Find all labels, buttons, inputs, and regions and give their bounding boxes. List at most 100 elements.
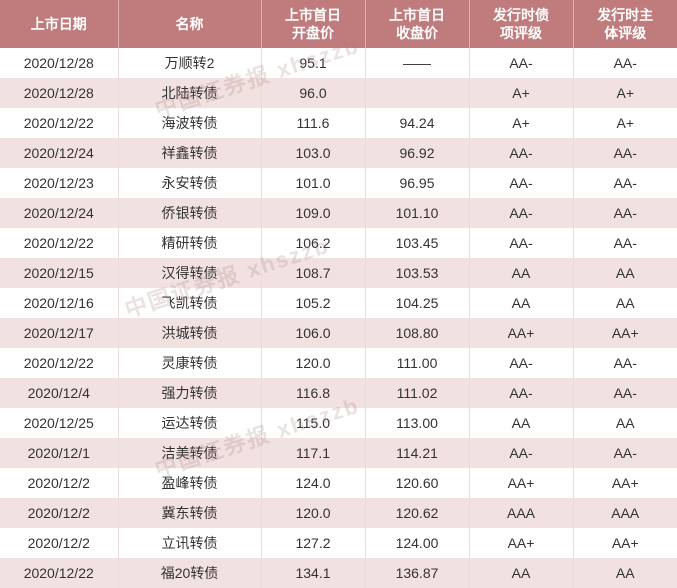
cell-r11-c3: 111.02 bbox=[365, 378, 469, 408]
cell-r10-c5: AA- bbox=[573, 348, 677, 378]
cell-r3-c0: 2020/12/24 bbox=[0, 138, 118, 168]
cell-r2-c1: 海波转债 bbox=[118, 108, 261, 138]
table-row: 2020/12/22福20转债134.1136.87AAAA bbox=[0, 558, 677, 588]
cell-r5-c0: 2020/12/24 bbox=[0, 198, 118, 228]
table-row: 2020/12/22精研转债106.2103.45AA-AA- bbox=[0, 228, 677, 258]
cell-r10-c2: 120.0 bbox=[261, 348, 365, 378]
bond-listing-table: 上市日期名称上市首日开盘价上市首日收盘价发行时债项评级发行时主体评级 2020/… bbox=[0, 0, 677, 588]
cell-r11-c4: AA- bbox=[469, 378, 573, 408]
cell-r2-c0: 2020/12/22 bbox=[0, 108, 118, 138]
table-body: 2020/12/28万顺转295.1——AA-AA-2020/12/28北陆转债… bbox=[0, 48, 677, 588]
cell-r6-c1: 精研转债 bbox=[118, 228, 261, 258]
cell-r14-c5: AA+ bbox=[573, 468, 677, 498]
table-row: 2020/12/1洁美转债117.1114.21AA-AA- bbox=[0, 438, 677, 468]
cell-r17-c1: 福20转债 bbox=[118, 558, 261, 588]
cell-r15-c3: 120.62 bbox=[365, 498, 469, 528]
cell-r15-c2: 120.0 bbox=[261, 498, 365, 528]
cell-r7-c4: AA bbox=[469, 258, 573, 288]
cell-r9-c5: AA+ bbox=[573, 318, 677, 348]
cell-r16-c5: AA+ bbox=[573, 528, 677, 558]
cell-r6-c0: 2020/12/22 bbox=[0, 228, 118, 258]
cell-r7-c0: 2020/12/15 bbox=[0, 258, 118, 288]
cell-r4-c5: AA- bbox=[573, 168, 677, 198]
cell-r14-c1: 盈峰转债 bbox=[118, 468, 261, 498]
cell-r1-c1: 北陆转债 bbox=[118, 78, 261, 108]
cell-r8-c3: 104.25 bbox=[365, 288, 469, 318]
cell-r6-c5: AA- bbox=[573, 228, 677, 258]
cell-r3-c3: 96.92 bbox=[365, 138, 469, 168]
cell-r17-c2: 134.1 bbox=[261, 558, 365, 588]
cell-r0-c1: 万顺转2 bbox=[118, 48, 261, 78]
col-header-0: 上市日期 bbox=[0, 0, 118, 48]
table-header-row: 上市日期名称上市首日开盘价上市首日收盘价发行时债项评级发行时主体评级 bbox=[0, 0, 677, 48]
cell-r13-c0: 2020/12/1 bbox=[0, 438, 118, 468]
table-row: 2020/12/22海波转债111.694.24A+A+ bbox=[0, 108, 677, 138]
cell-r9-c1: 洪城转债 bbox=[118, 318, 261, 348]
table-row: 2020/12/17洪城转债106.0108.80AA+AA+ bbox=[0, 318, 677, 348]
cell-r6-c2: 106.2 bbox=[261, 228, 365, 258]
cell-r2-c2: 111.6 bbox=[261, 108, 365, 138]
cell-r11-c2: 116.8 bbox=[261, 378, 365, 408]
cell-r1-c0: 2020/12/28 bbox=[0, 78, 118, 108]
cell-r2-c3: 94.24 bbox=[365, 108, 469, 138]
cell-r3-c5: AA- bbox=[573, 138, 677, 168]
cell-r4-c0: 2020/12/23 bbox=[0, 168, 118, 198]
cell-r1-c3 bbox=[365, 78, 469, 108]
cell-r4-c2: 101.0 bbox=[261, 168, 365, 198]
cell-r10-c1: 灵康转债 bbox=[118, 348, 261, 378]
cell-r12-c2: 115.0 bbox=[261, 408, 365, 438]
cell-r9-c3: 108.80 bbox=[365, 318, 469, 348]
table-row: 2020/12/4强力转债116.8111.02AA-AA- bbox=[0, 378, 677, 408]
table-row: 2020/12/24侨银转债109.0101.10AA-AA- bbox=[0, 198, 677, 228]
cell-r15-c1: 冀东转债 bbox=[118, 498, 261, 528]
cell-r10-c0: 2020/12/22 bbox=[0, 348, 118, 378]
cell-r16-c4: AA+ bbox=[469, 528, 573, 558]
col-header-5: 发行时主体评级 bbox=[573, 0, 677, 48]
cell-r5-c5: AA- bbox=[573, 198, 677, 228]
cell-r17-c4: AA bbox=[469, 558, 573, 588]
cell-r7-c1: 汉得转债 bbox=[118, 258, 261, 288]
table-row: 2020/12/15汉得转债108.7103.53AAAA bbox=[0, 258, 677, 288]
cell-r0-c4: AA- bbox=[469, 48, 573, 78]
cell-r13-c4: AA- bbox=[469, 438, 573, 468]
cell-r15-c5: AAA bbox=[573, 498, 677, 528]
cell-r7-c2: 108.7 bbox=[261, 258, 365, 288]
table-row: 2020/12/2立讯转债127.2124.00AA+AA+ bbox=[0, 528, 677, 558]
cell-r12-c1: 运达转债 bbox=[118, 408, 261, 438]
cell-r13-c5: AA- bbox=[573, 438, 677, 468]
table-row: 2020/12/24祥鑫转债103.096.92AA-AA- bbox=[0, 138, 677, 168]
table-row: 2020/12/25运达转债115.0113.00AAAA bbox=[0, 408, 677, 438]
cell-r16-c0: 2020/12/2 bbox=[0, 528, 118, 558]
cell-r10-c3: 111.00 bbox=[365, 348, 469, 378]
cell-r12-c3: 113.00 bbox=[365, 408, 469, 438]
cell-r11-c1: 强力转债 bbox=[118, 378, 261, 408]
cell-r14-c3: 120.60 bbox=[365, 468, 469, 498]
cell-r2-c5: A+ bbox=[573, 108, 677, 138]
cell-r13-c2: 117.1 bbox=[261, 438, 365, 468]
cell-r8-c4: AA bbox=[469, 288, 573, 318]
cell-r10-c4: AA- bbox=[469, 348, 573, 378]
col-header-1: 名称 bbox=[118, 0, 261, 48]
cell-r5-c4: AA- bbox=[469, 198, 573, 228]
cell-r14-c0: 2020/12/2 bbox=[0, 468, 118, 498]
cell-r13-c1: 洁美转债 bbox=[118, 438, 261, 468]
cell-r12-c4: AA bbox=[469, 408, 573, 438]
cell-r9-c2: 106.0 bbox=[261, 318, 365, 348]
cell-r7-c5: AA bbox=[573, 258, 677, 288]
bond-table-container: 上市日期名称上市首日开盘价上市首日收盘价发行时债项评级发行时主体评级 2020/… bbox=[0, 0, 677, 588]
cell-r5-c1: 侨银转债 bbox=[118, 198, 261, 228]
cell-r3-c4: AA- bbox=[469, 138, 573, 168]
col-header-4: 发行时债项评级 bbox=[469, 0, 573, 48]
cell-r0-c3: —— bbox=[365, 48, 469, 78]
table-row: 2020/12/22灵康转债120.0111.00AA-AA- bbox=[0, 348, 677, 378]
cell-r0-c0: 2020/12/28 bbox=[0, 48, 118, 78]
cell-r4-c1: 永安转债 bbox=[118, 168, 261, 198]
cell-r5-c2: 109.0 bbox=[261, 198, 365, 228]
table-row: 2020/12/2冀东转债120.0120.62AAAAAA bbox=[0, 498, 677, 528]
cell-r17-c0: 2020/12/22 bbox=[0, 558, 118, 588]
cell-r14-c4: AA+ bbox=[469, 468, 573, 498]
cell-r2-c4: A+ bbox=[469, 108, 573, 138]
cell-r1-c5: A+ bbox=[573, 78, 677, 108]
cell-r8-c2: 105.2 bbox=[261, 288, 365, 318]
table-row: 2020/12/2盈峰转债124.0120.60AA+AA+ bbox=[0, 468, 677, 498]
